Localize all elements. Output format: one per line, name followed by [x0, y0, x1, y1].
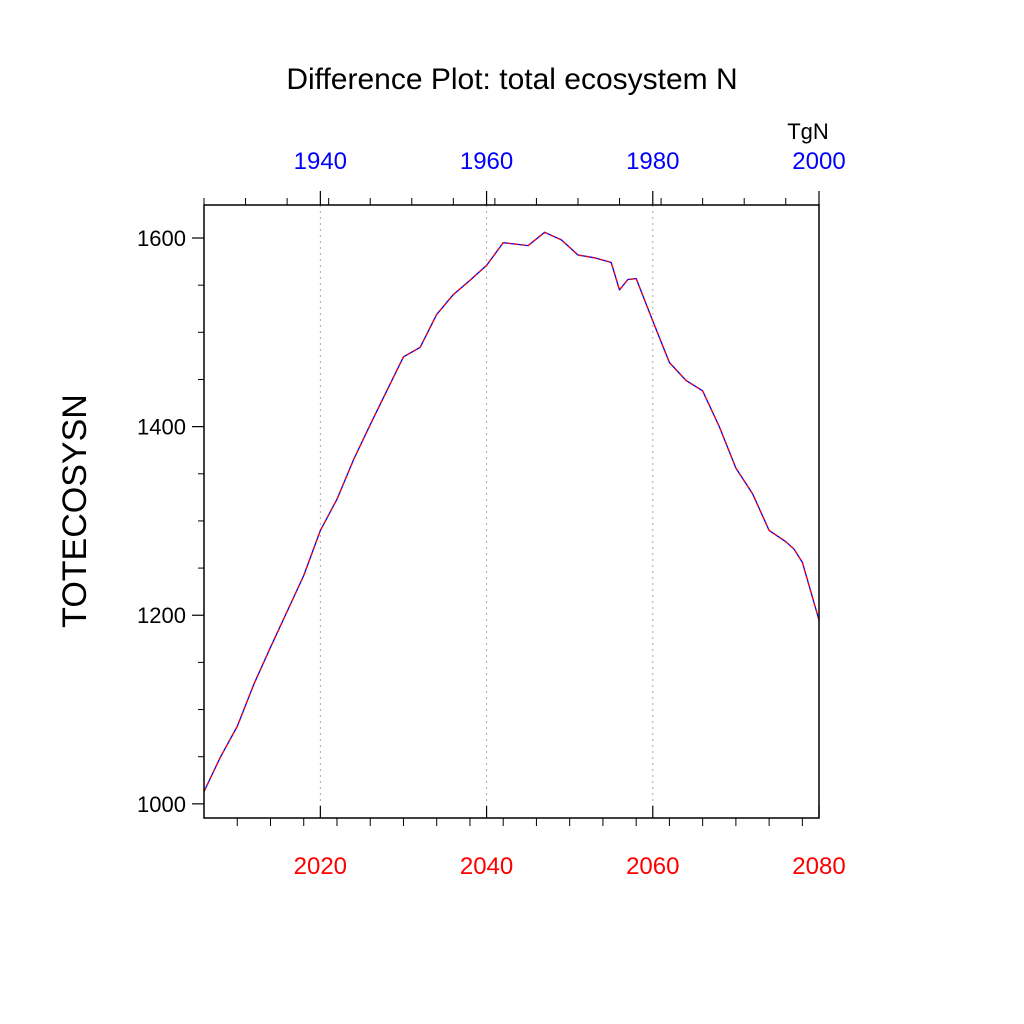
- plot-frame: [203, 204, 820, 819]
- x-top-tick-label: 1980: [626, 148, 679, 175]
- x-bottom-tick-label: 2040: [460, 853, 513, 880]
- y-tick-label: 1400: [137, 415, 186, 440]
- x-top-tick-label: 1960: [460, 148, 513, 175]
- x-bottom-tick-label: 2020: [294, 853, 347, 880]
- grid-layer: [319, 205, 654, 818]
- series-line-0: [203, 231, 820, 792]
- x-bottom-tick-label: 2080: [792, 853, 845, 880]
- x-bottom-tick-label: 2060: [626, 853, 679, 880]
- series-layer: [203, 231, 820, 792]
- y-tick-label: 1200: [137, 603, 186, 628]
- x-top-tick-label: 1940: [294, 148, 347, 175]
- y-axis-label: TOTECOSYSN: [56, 394, 94, 628]
- y-tick-label: 1600: [137, 226, 186, 251]
- series-line-1: [203, 231, 820, 792]
- chart-title: Difference Plot: total ecosystem N: [286, 63, 737, 96]
- x-top-tick-label: 2000: [792, 148, 845, 175]
- units-label: TgN: [787, 119, 829, 144]
- tick-layer: 2020 2040 2060 2080 1940 1960 1980 2000 1000 1200…: [137, 148, 846, 880]
- y-tick-label: 1000: [137, 792, 186, 817]
